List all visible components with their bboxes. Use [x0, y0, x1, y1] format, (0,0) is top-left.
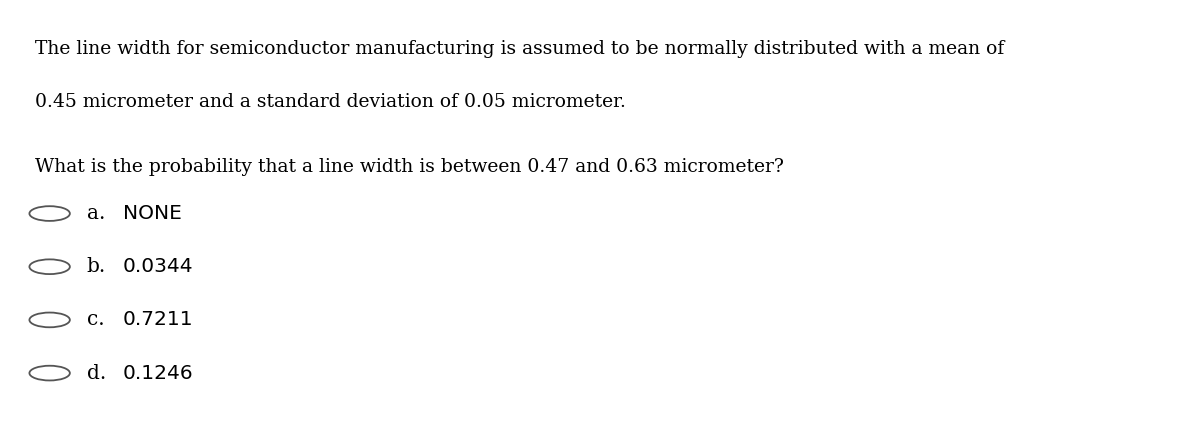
Text: c.: c.	[86, 310, 104, 330]
Text: d.: d.	[86, 364, 106, 382]
Text: NONE: NONE	[122, 204, 181, 223]
Text: 0.7211: 0.7211	[122, 310, 193, 330]
Text: b.: b.	[86, 257, 106, 276]
Text: 0.0344: 0.0344	[122, 257, 193, 276]
Text: a.: a.	[86, 204, 106, 223]
Text: What is the probability that a line width is between 0.47 and 0.63 micrometer?: What is the probability that a line widt…	[35, 158, 784, 176]
Text: 0.1246: 0.1246	[122, 364, 193, 382]
Text: The line width for semiconductor manufacturing is assumed to be normally distrib: The line width for semiconductor manufac…	[35, 40, 1004, 58]
Text: 0.45 micrometer and a standard deviation of 0.05 micrometer.: 0.45 micrometer and a standard deviation…	[35, 93, 626, 111]
